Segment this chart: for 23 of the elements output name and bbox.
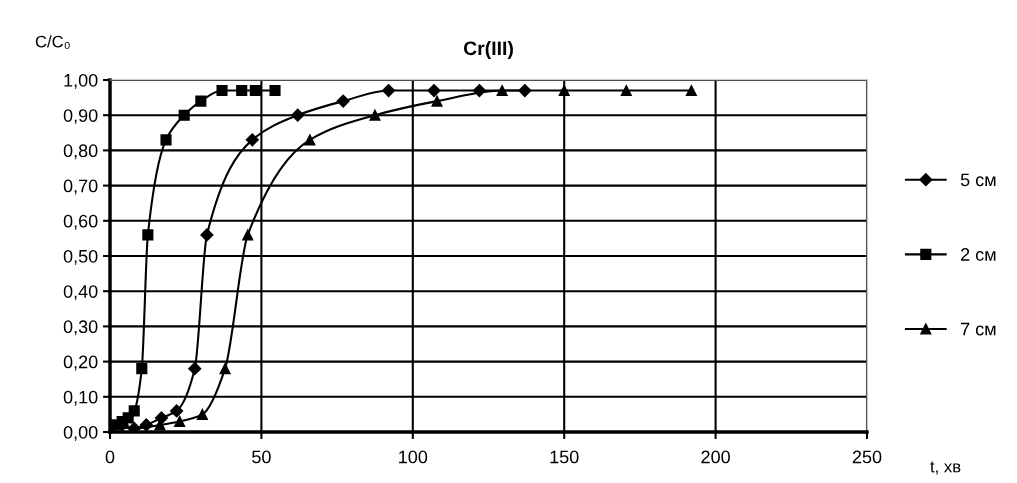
x-tick-label: 100 [399, 450, 428, 464]
legend-label: 7 см [961, 322, 996, 336]
y-tick-label: 0,40 [63, 285, 98, 301]
x-tick-label: 150 [550, 450, 579, 464]
y-tick-label: 0,80 [63, 144, 98, 160]
x-tick-label: 0 [105, 450, 115, 464]
y-tick-label: 0,70 [63, 179, 98, 195]
y-tick-label: 1,00 [64, 73, 98, 89]
x-tick-label: 250 [852, 450, 882, 464]
legend-label: 2 см [961, 248, 996, 261]
x-axis-title: t, хв [930, 461, 961, 475]
y-axis-title: C/C₀ [35, 35, 70, 49]
y-tick-label: 0,90 [63, 109, 98, 125]
y-tick-label: 0,10 [63, 390, 98, 406]
y-tick-label: 0,30 [63, 320, 98, 336]
y-tick-label: 0,20 [63, 355, 98, 371]
chart-title: Cr(III) [463, 40, 513, 60]
y-tick-label: 0,00 [63, 425, 98, 441]
x-tick-label: 50 [252, 450, 271, 464]
legend-label: 5 см [960, 173, 996, 187]
x-tick-label: 200 [701, 450, 730, 464]
y-tick-label: 0,50 [63, 249, 98, 265]
y-tick-label: 0,60 [63, 214, 98, 230]
